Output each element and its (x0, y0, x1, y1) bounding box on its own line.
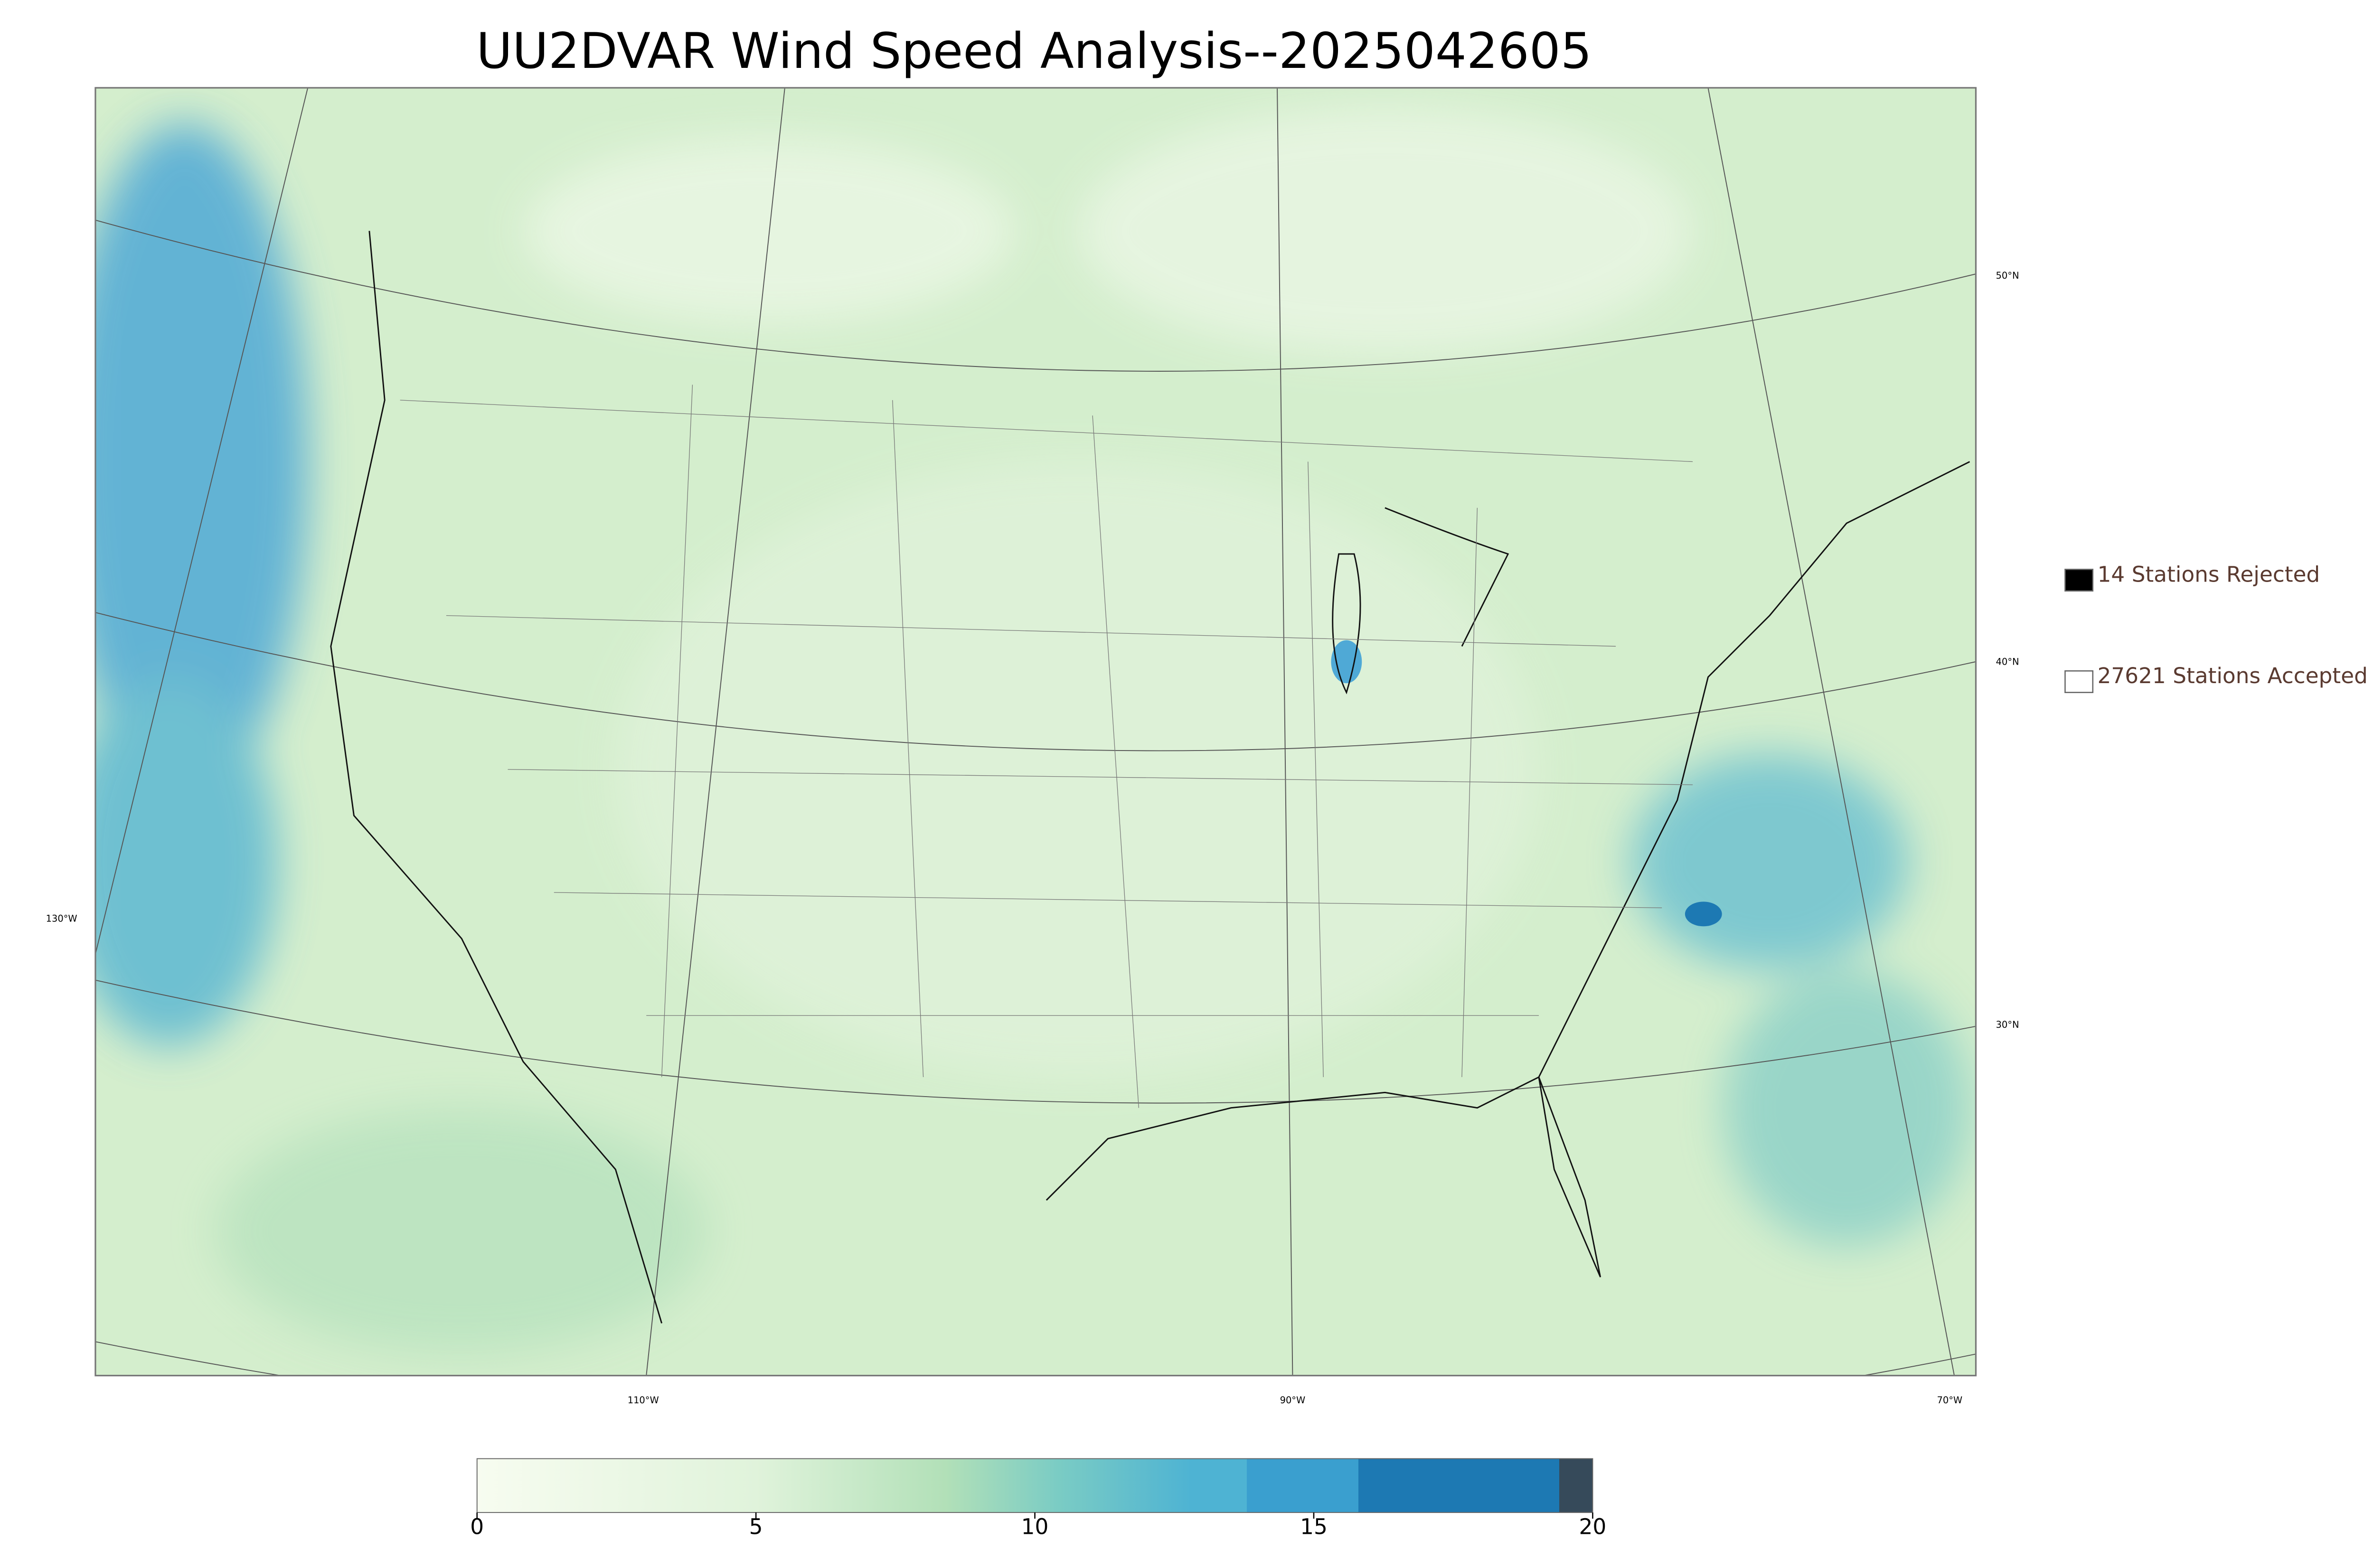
colorbar: 0 5 10 15 20 (470, 1458, 1607, 1539)
lat-label: 30°N (1996, 1019, 2019, 1030)
legend-swatch (2064, 670, 2094, 693)
colorbar-tick-label: 0 (470, 1514, 484, 1539)
lon-label: 130°W (46, 913, 77, 924)
legend: 14 Stations Rejected 27621 Stations Accep… (2064, 562, 2368, 693)
colorbar-tick-label: 10 (1021, 1514, 1049, 1539)
map (95, 87, 1976, 1376)
legend-label: 27621 Stations Accepted (2097, 663, 2367, 688)
lon-label: 110°W (628, 1395, 659, 1406)
legend-swatch (2064, 569, 2094, 592)
title: UU2DVAR Wind Speed Analysis--2025042605 (476, 23, 1592, 80)
lat-label: 40°N (1996, 656, 2019, 667)
colorbar-tick-label: 15 (1300, 1514, 1328, 1539)
legend-label: 14 Stations Rejected (2097, 562, 2320, 587)
lon-label: 70°W (1937, 1395, 1962, 1406)
lat-label: 50°N (1996, 270, 2019, 281)
colorbar-tick-label: 5 (749, 1514, 763, 1539)
colorbar-tick-label: 20 (1579, 1514, 1607, 1539)
lon-label: 90°W (1280, 1395, 1306, 1406)
map-frame (94, 87, 1977, 1377)
